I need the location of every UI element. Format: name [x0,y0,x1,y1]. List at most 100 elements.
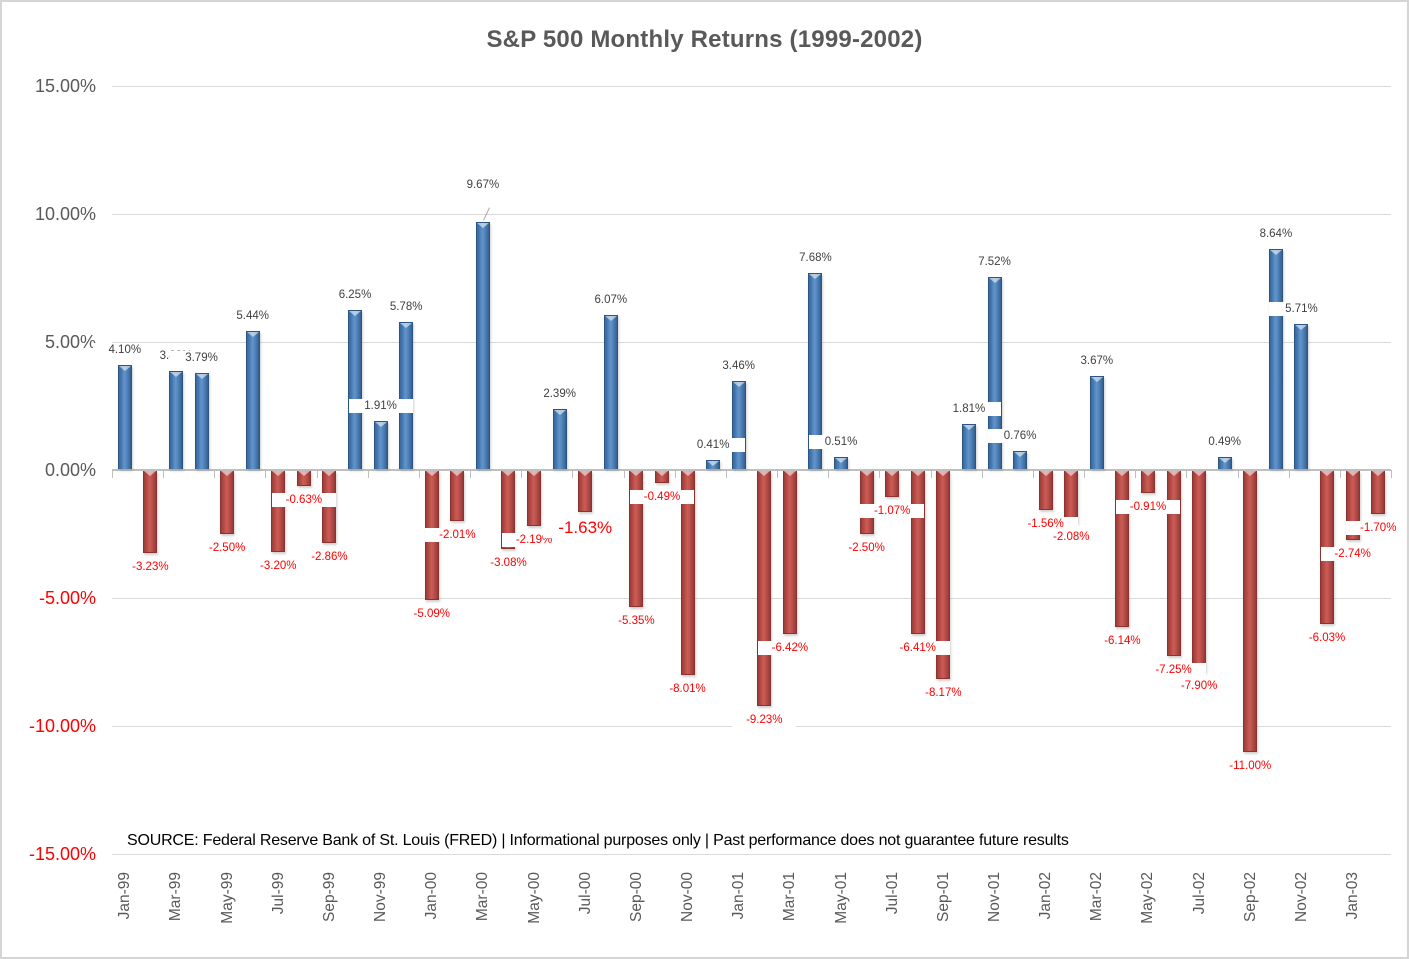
bar-data-label: -5.35% [604,613,669,628]
x-axis-tick-mark [521,470,523,478]
bar-data-label: 2.39% [527,386,592,401]
bar-data-label: -0.91% [1115,500,1180,515]
bar-data-label: 8.64% [1243,226,1308,241]
bar-positive [168,370,183,469]
x-axis-tick-label: Mar-02 [1088,872,1106,922]
bar-data-label: 6.07% [578,292,643,307]
bar-negative [1243,471,1258,752]
x-axis-tick-label: Sep-00 [627,872,645,922]
chart-title: S&P 500 Monthly Returns (1999-2002) [486,26,923,53]
bar-data-label: 5.78% [374,300,439,315]
bar-data-label: 9.67% [450,178,515,193]
bar-bevel-highlight [553,409,566,415]
x-axis-tick-mark [725,470,727,478]
bar-positive [731,381,746,469]
bar-negative [271,471,286,552]
bar-bevel-highlight [323,471,336,476]
bar-bevel-highlight [579,471,592,476]
x-axis-tick-mark [1237,470,1239,478]
bar-data-label: -9.23% [732,713,797,728]
x-axis-tick-mark [879,470,881,478]
bar-bevel-highlight [886,471,899,476]
x-axis-tick-label: Sep-99 [320,872,338,922]
x-axis-tick-mark [623,470,625,478]
bar-data-label: 7.52% [962,255,1027,270]
bar-bevel-highlight [1039,471,1052,476]
bar-negative [1038,471,1053,510]
y-axis-tick-label: 5.00% [44,332,96,352]
bar-positive [399,322,414,469]
bar-data-label: -8.17% [911,686,976,701]
bar-bevel-highlight [1167,471,1180,476]
bar-bevel-highlight [502,471,515,476]
x-axis-tick-label: Jan-03 [1344,872,1362,920]
bar-data-label: 4.10% [92,343,157,358]
bar-negative [143,471,158,553]
x-axis-tick-label: Mar-01 [781,872,799,922]
bar-data-label: 0.76% [988,428,1053,443]
bar-bevel-highlight [400,323,413,329]
bar-positive [961,423,976,469]
bar-data-label: -7.90% [1167,679,1232,694]
bar-bevel-highlight [707,460,720,466]
bar-positive [1268,248,1283,469]
bar-positive [475,222,490,469]
bar-data-label: -3.23% [118,559,183,574]
x-axis-tick-label: Jan-02 [1037,872,1055,920]
bar-negative [936,471,951,680]
bar-negative [654,471,669,483]
bar-data-label: 7.68% [783,251,848,266]
bar-data-label: 0.51% [809,434,874,449]
bar-data-label: -6.42% [757,641,822,656]
x-axis-tick-label: Mar-99 [167,872,185,922]
bar-negative [782,471,797,635]
x-axis-tick-label: May-99 [218,872,236,924]
x-axis-tick-mark [828,470,830,478]
bar-positive [808,273,823,469]
y-axis-tick-label: 10.00% [34,204,96,224]
x-axis-tick-label: Sep-01 [934,872,952,922]
bar-bevel-highlight [962,424,975,430]
bar-data-label: -0.49% [629,489,694,504]
bar-negative [1371,471,1386,514]
x-axis-tick-label: May-01 [832,872,850,924]
bar-positive [245,330,260,469]
bar-negative [757,471,772,707]
bar-data-label: -3.08% [476,555,541,570]
bar-bevel-highlight [144,471,157,476]
bar-negative [527,471,542,527]
x-axis-tick-mark [572,470,574,478]
bar-bevel-highlight [630,471,643,476]
bar-bevel-highlight [681,471,694,476]
x-axis-tick-mark [214,470,216,478]
bar-data-label: -1.07% [860,504,925,519]
bar-data-label: -6.41% [885,641,950,656]
bar-bevel-highlight [374,422,387,428]
bar-positive [117,365,132,469]
x-axis-tick-mark [470,470,472,478]
x-axis-tick-label: Nov-02 [1292,872,1310,922]
bar-bevel-highlight [1014,451,1027,457]
bar-bevel-highlight [118,366,131,372]
bar-positive [1089,376,1104,469]
bar-bevel-highlight [528,471,541,476]
x-axis-tick-mark [981,470,983,478]
x-axis-tick-mark [930,470,932,478]
x-axis-tick-mark [674,470,676,478]
bar-data-label: -6.03% [1295,631,1360,646]
bar-data-label: -1.70% [1346,520,1407,535]
bar-negative [910,471,925,635]
bar-bevel-highlight [1116,471,1129,476]
bar-data-label: -11.00% [1218,758,1283,773]
x-axis-tick-label: Jul-00 [576,872,594,915]
y-axis-tick-label: -15.00% [28,844,96,864]
bar-data-label: 3.67% [1064,354,1129,369]
bar-negative [629,471,644,607]
x-axis-tick-label: Jan-99 [116,872,134,920]
bar-data-label: -2.86% [297,550,362,565]
bar-bevel-highlight [1321,471,1334,476]
x-axis-tick-mark [163,470,165,478]
y-axis-tick-label: -10.00% [28,716,96,736]
bar-bevel-highlight [1346,471,1359,476]
bar-bevel-highlight [476,223,489,229]
